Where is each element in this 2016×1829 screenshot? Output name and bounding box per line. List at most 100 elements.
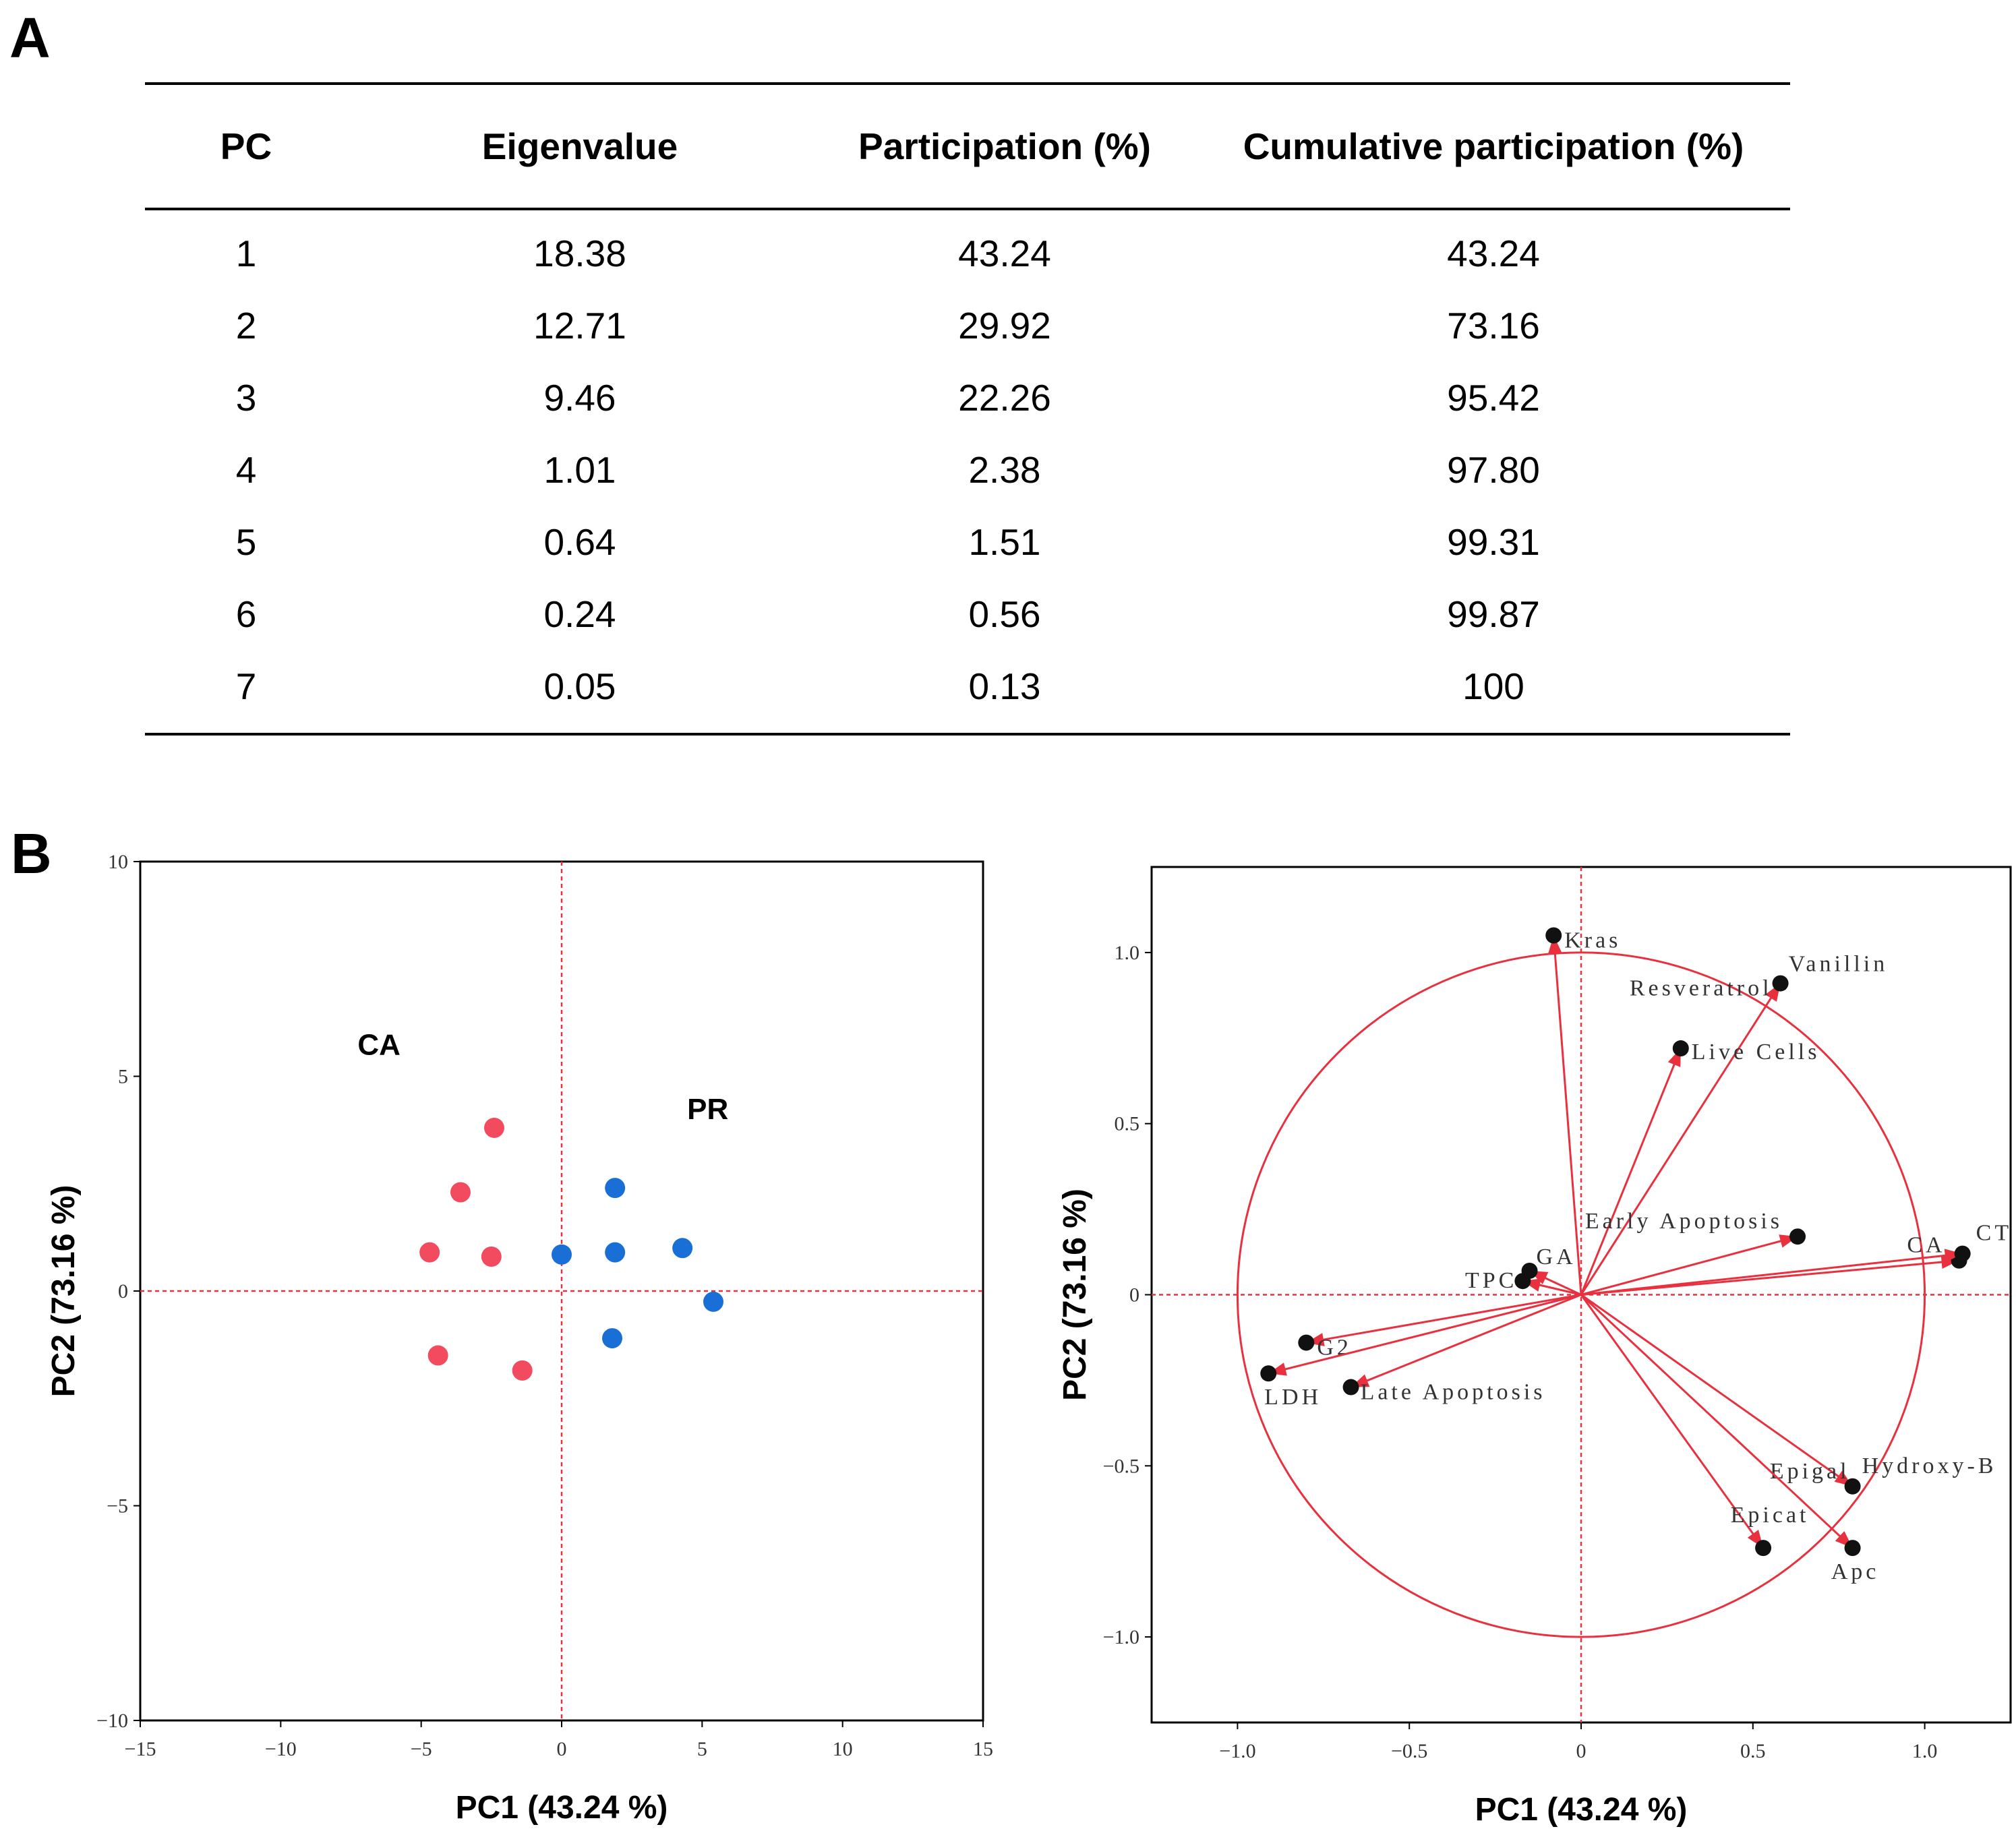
arrow-head: [1944, 1249, 1963, 1263]
biplot-panel: −1.0 −0.5 0 0.5 1.0 −1.0 −0.5 0 0.5 1.0 PC1 (43.24…: [1057, 866, 2012, 1828]
y-tick-label: 5: [118, 1066, 128, 1088]
variable-label: G2: [1317, 1336, 1352, 1360]
table-cell: 3: [235, 376, 257, 419]
table-row: 2 12.71 29.92 73.16: [145, 289, 1790, 361]
loading-arrow: [1580, 1253, 1963, 1296]
table-row: 4 1.01 2.38 97.80: [145, 433, 1790, 506]
table-cell: 5: [235, 520, 257, 563]
arrow-head: [1548, 935, 1562, 954]
y-axis-title: PC2 (73.16 %): [1057, 1189, 1093, 1401]
x-tick-label: 15: [973, 1738, 993, 1760]
loading-arrow: [1580, 1235, 1798, 1296]
variable-label: Hydroxy-B: [1862, 1453, 1997, 1478]
table-cell: 29.92: [958, 304, 1051, 347]
variable-point: [1521, 1262, 1538, 1279]
variable-label: Live Cells: [1692, 1040, 1820, 1065]
variable-label: Epigal: [1770, 1459, 1850, 1484]
data-point-pr: [552, 1244, 572, 1265]
data-point-ca: [450, 1182, 471, 1203]
table-cell: 0.64: [543, 520, 616, 563]
table-row: 3 9.46 22.26 95.42: [145, 361, 1790, 433]
variable-point: [1954, 1245, 1971, 1262]
y-tick-label: 1.0: [1115, 942, 1140, 964]
panel-a-label: A: [9, 6, 51, 69]
variable-point: [1260, 1365, 1277, 1382]
loading-arrow: [1580, 1294, 1765, 1549]
x-tick-label: 0.5: [1740, 1740, 1766, 1762]
variable-label: Early Apoptosis: [1585, 1209, 1783, 1234]
variable-label: Resveratrol: [1630, 976, 1773, 1001]
variable-label: CA: [1907, 1233, 1945, 1258]
x-tick-label: 1.0: [1912, 1740, 1938, 1762]
table-cell: 99.87: [1447, 593, 1540, 635]
table-cell: 1.01: [543, 448, 616, 491]
eigenvalue-table: PC Eigenvalue Participation (%) Cumulati…: [145, 82, 1790, 736]
y-tick-label: −1.0: [1103, 1626, 1139, 1648]
table-cell: 9.46: [543, 376, 616, 419]
y-tick-label: −10: [96, 1710, 128, 1732]
table-row: 7 0.05 0.13 100: [145, 650, 1790, 734]
variable-label: Epicat: [1731, 1503, 1810, 1528]
data-point-ca: [512, 1360, 533, 1381]
data-point-ca: [484, 1117, 504, 1138]
table-cell: 100: [1462, 665, 1524, 707]
variable-point: [1844, 1478, 1861, 1495]
table-cell: 18.38: [533, 232, 626, 274]
table-cell: 2: [235, 304, 257, 347]
loading-arrow: [1351, 1294, 1582, 1388]
x-tick-label: 5: [697, 1738, 707, 1760]
table-cell: 97.80: [1447, 448, 1540, 491]
y-tick-label: 0.5: [1115, 1113, 1140, 1135]
table-row: 5 0.64 1.51 99.31: [145, 506, 1790, 578]
loading-arrow: [1268, 1294, 1582, 1375]
variable-label: Vanillin: [1789, 952, 1889, 977]
loading-arrow: [1580, 1048, 1682, 1296]
x-tick-label: −15: [125, 1738, 156, 1760]
header-cumulative: Cumulative participation (%): [1243, 125, 1744, 167]
variable-point: [1789, 1228, 1806, 1245]
table-cell: 95.42: [1447, 376, 1540, 419]
x-tick-label: −0.5: [1391, 1740, 1427, 1762]
loading-arrow: [1306, 1294, 1582, 1344]
table-cell: 2.38: [968, 448, 1041, 491]
x-tick-label: −1.0: [1219, 1740, 1255, 1762]
loading-arrow: [1580, 982, 1781, 1296]
correlation-circle: [1236, 951, 1926, 1638]
table-cell: 1: [235, 232, 257, 274]
data-point-pr: [605, 1178, 626, 1199]
variable-label: CT: [1976, 1221, 2012, 1246]
header-pc: PC: [220, 125, 272, 167]
table-cell: 73.16: [1447, 304, 1540, 347]
variable-point: [1755, 1540, 1772, 1557]
data-point-pr: [602, 1328, 622, 1349]
variable-point: [1342, 1379, 1359, 1396]
variable-point: [1298, 1334, 1315, 1351]
table-row: 6 0.24 0.56 99.87: [145, 578, 1790, 650]
x-axis-title: PC1 (43.24 %): [456, 1790, 668, 1826]
x-tick-label: −10: [265, 1738, 297, 1760]
group-label-pr: PR: [687, 1093, 728, 1126]
table-cell: 43.24: [958, 232, 1051, 274]
x-tick-label: −5: [411, 1738, 432, 1760]
x-tick-label: 0: [1576, 1740, 1587, 1762]
table-row: 1 18.38 43.24 43.24: [145, 209, 1790, 289]
variable-point: [1672, 1040, 1689, 1057]
loading-arrow: [1580, 1294, 1854, 1487]
table-cell: 1.51: [968, 520, 1041, 563]
variable-label: TPC: [1465, 1268, 1517, 1293]
data-point-ca: [427, 1345, 448, 1366]
variable-label: GA: [1537, 1245, 1576, 1269]
x-tick-label: 10: [833, 1738, 853, 1760]
x-tick-label: 0: [557, 1738, 567, 1760]
table-header-row: PC Eigenvalue Participation (%) Cumulati…: [145, 84, 1790, 209]
y-tick-label: −5: [107, 1495, 128, 1518]
header-participation: Participation (%): [858, 125, 1151, 167]
y-tick-label: 10: [108, 851, 128, 873]
data-point-pr: [605, 1242, 626, 1263]
variable-point: [1545, 927, 1562, 944]
variable-label: Kras: [1564, 928, 1621, 953]
table-cell: 6: [235, 593, 257, 635]
x-axis-title: PC1 (43.24 %): [1475, 1792, 1688, 1828]
y-tick-label: 0: [118, 1280, 128, 1302]
